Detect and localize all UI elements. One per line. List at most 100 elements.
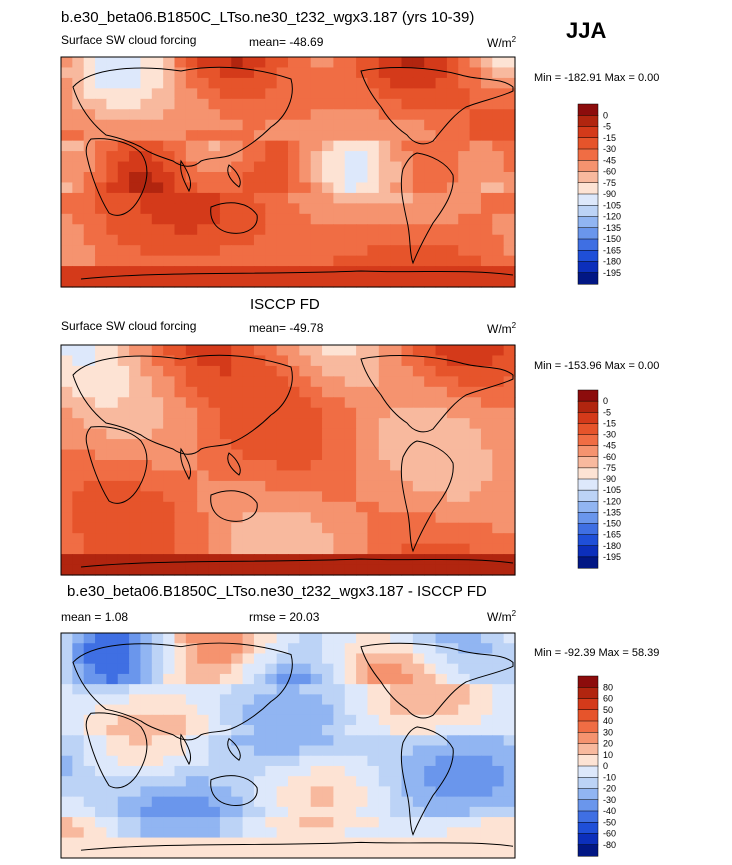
map-cell xyxy=(378,673,391,685)
map-cell xyxy=(480,276,493,288)
map-cell xyxy=(265,837,278,849)
map-cell xyxy=(492,796,505,808)
map-cell xyxy=(151,119,164,131)
map-cell xyxy=(356,172,369,184)
map-cell xyxy=(458,140,471,152)
map-cell xyxy=(253,386,266,398)
map-cell xyxy=(310,397,323,409)
map-cell xyxy=(219,345,232,357)
map-cell xyxy=(242,255,255,267)
map-cell xyxy=(310,776,323,788)
map-cell xyxy=(208,796,221,808)
map-cell xyxy=(503,439,516,451)
map-cell xyxy=(72,673,85,685)
map-cell xyxy=(310,663,323,675)
map-cell xyxy=(163,735,176,747)
map-cell xyxy=(185,725,198,736)
map-cell xyxy=(310,470,323,482)
map-cell xyxy=(288,765,300,777)
map-cell xyxy=(401,192,414,204)
map-cell xyxy=(185,407,198,419)
map-cell xyxy=(367,480,380,492)
map-cell xyxy=(458,501,471,513)
map-cell xyxy=(503,224,516,236)
map-cell xyxy=(469,704,482,716)
colorbar-tick-label: -165 xyxy=(603,245,621,255)
map-cell xyxy=(378,428,391,440)
map-cell xyxy=(276,57,289,69)
map-cell xyxy=(480,449,493,461)
map-cell xyxy=(265,345,278,357)
map-cell xyxy=(72,847,85,859)
map-cell xyxy=(401,765,414,777)
map-cell xyxy=(129,491,142,503)
map-cell xyxy=(378,643,391,655)
map-cell xyxy=(231,418,244,430)
map-cell xyxy=(129,276,142,288)
map-cell xyxy=(174,172,187,184)
map-cell xyxy=(72,827,85,839)
map-cell xyxy=(310,255,323,267)
map-cell xyxy=(480,653,493,665)
map-cell xyxy=(344,449,357,461)
map-cell xyxy=(129,543,142,555)
colorbar-swatch xyxy=(577,501,599,513)
map-cell xyxy=(356,386,369,398)
map-cell xyxy=(106,355,119,367)
map-cell xyxy=(322,755,334,767)
map-cell xyxy=(401,755,414,767)
map-cell xyxy=(129,460,142,472)
map-cell xyxy=(424,119,437,131)
map-cell xyxy=(83,806,96,818)
map-cell xyxy=(276,786,289,798)
map-cell xyxy=(265,172,278,184)
map-cell xyxy=(219,694,232,706)
map-cell xyxy=(265,714,278,726)
map-cell xyxy=(344,643,357,655)
map-cell xyxy=(140,663,153,675)
map-cell xyxy=(333,98,346,110)
map-cell xyxy=(480,192,493,204)
map-cell xyxy=(174,88,187,100)
map-cell xyxy=(219,643,232,655)
map-cell xyxy=(276,491,289,503)
map-cell xyxy=(163,449,176,461)
map-cell xyxy=(401,796,414,808)
map-cell xyxy=(367,460,380,472)
map-cell xyxy=(185,755,198,767)
map-cell xyxy=(129,203,142,215)
map-cell xyxy=(401,673,414,685)
map-cell xyxy=(492,522,505,534)
map-cell xyxy=(503,806,516,818)
map-cell xyxy=(174,543,187,555)
map-cell xyxy=(367,224,380,236)
map-cell xyxy=(469,847,482,859)
map-cell xyxy=(378,449,391,461)
map-cell xyxy=(242,806,255,818)
map-cell xyxy=(424,376,437,388)
map-cell xyxy=(492,501,505,513)
map-cell xyxy=(253,140,266,152)
map-cell xyxy=(197,653,210,665)
map-cell xyxy=(288,827,300,839)
map-cell xyxy=(83,376,96,388)
map-cell xyxy=(492,407,505,419)
map-cell xyxy=(95,161,107,173)
map-cell xyxy=(106,98,119,110)
map-cell xyxy=(276,470,289,482)
map-cell xyxy=(367,397,380,409)
map-cell xyxy=(129,182,142,194)
map-cell xyxy=(356,554,369,566)
map-cell xyxy=(390,345,403,357)
map-cell xyxy=(151,776,164,788)
map-cell xyxy=(469,470,482,482)
map-cell xyxy=(333,88,346,100)
map-cell xyxy=(344,365,357,377)
map-cell xyxy=(333,203,346,215)
map-cell xyxy=(83,765,96,777)
map-cell xyxy=(390,460,403,472)
map-cell xyxy=(288,182,300,194)
map-cell xyxy=(390,245,403,257)
map-cell xyxy=(299,817,312,828)
map-cell xyxy=(310,714,323,726)
